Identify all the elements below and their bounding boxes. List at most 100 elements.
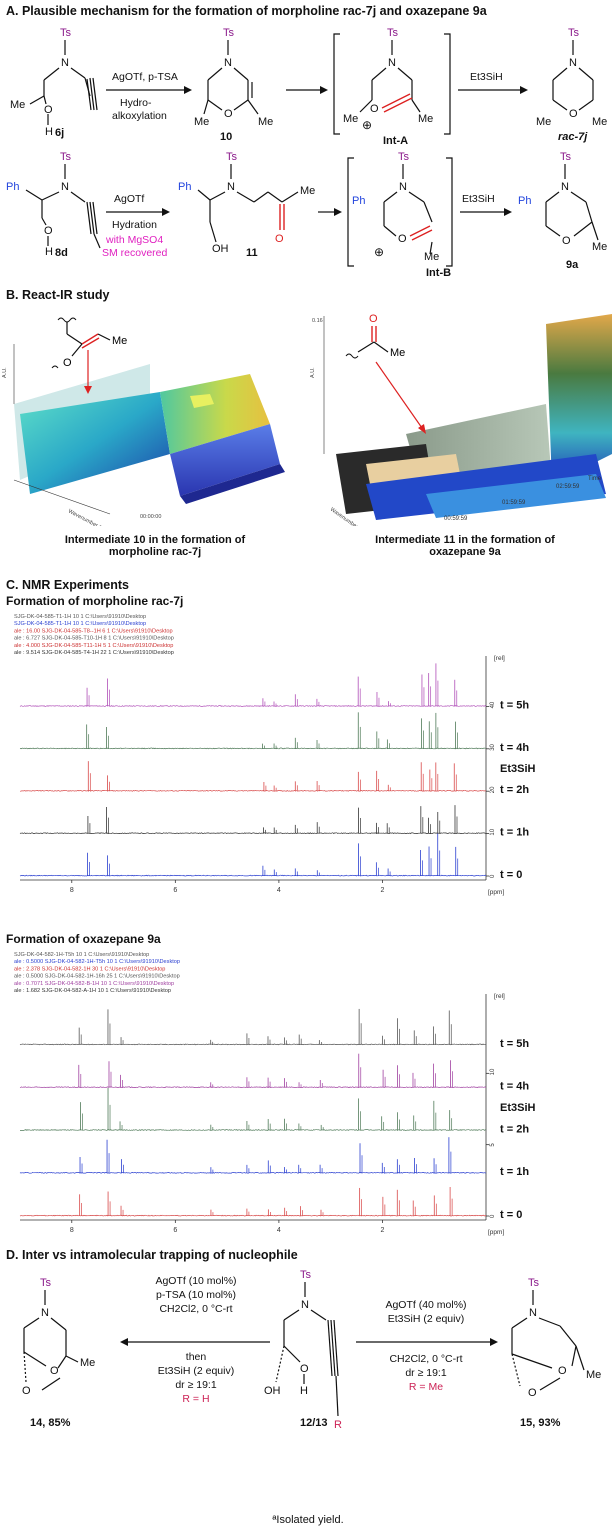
svg-text:Ph: Ph xyxy=(6,181,19,193)
nmr-legend-line: ale : 16.00 SJG-DK-04-585-T8--1H 6 1 C:\… xyxy=(14,628,173,634)
nmr-time-label: t = 4h xyxy=(500,742,529,754)
section-d-title: D. Inter vs intramolecular trapping of n… xyxy=(6,1248,298,1262)
svg-text:Ts: Ts xyxy=(560,151,572,163)
svg-text:N: N xyxy=(61,181,69,193)
svg-text:Ts: Ts xyxy=(387,27,399,39)
compound-8d: Ts N Ph O H 8d xyxy=(6,151,72,259)
nmr-trace xyxy=(19,874,487,877)
svg-text:Ts: Ts xyxy=(60,27,72,39)
ir-surface-right xyxy=(323,314,612,520)
compound-int-b: Ts N Ph O Me ⊕ Int-B xyxy=(347,151,453,279)
nmr-legend-line: ale : 6.727 SJG-DK-04-585-T10-1H 8 1 C:\… xyxy=(14,636,174,642)
ir-caption-left: Intermediate 10 in the formation of morph… xyxy=(64,534,246,558)
nmr-silane-label: Et3SiH xyxy=(500,763,536,775)
nmr-time-label: t = 0 xyxy=(500,869,522,881)
nmr-x-tick: 4 xyxy=(277,1227,281,1234)
svg-text:14, 85%: 14, 85% xyxy=(30,1417,71,1429)
nmr-time-label: t = 4h xyxy=(500,1081,529,1093)
nmr-legend-line: ale : 9.514 SJG-DK-04-585-T4-1H 22 1 C:\… xyxy=(14,650,174,656)
nmr-x-unit: [ppm] xyxy=(488,889,504,896)
nmr-panel1-title: Formation of morpholine rac-7j xyxy=(6,594,184,608)
svg-text:R = H: R = H xyxy=(182,1393,209,1405)
nmr-trace xyxy=(19,1171,487,1174)
svg-text:H: H xyxy=(45,246,53,258)
react-ir-right: A.U. 0.16 Wavenumber (cm-1) 00:59:59 01:… xyxy=(310,313,612,526)
svg-text:O: O xyxy=(44,104,53,116)
nmr-time-label: t = 1h xyxy=(500,827,529,839)
svg-text:N: N xyxy=(301,1299,309,1311)
compound-int-a: Ts N O Me Me ⊕ Int-A xyxy=(333,27,451,147)
svg-text:dr ≥ 19:1: dr ≥ 19:1 xyxy=(175,1379,217,1391)
svg-text:AgOTf: AgOTf xyxy=(114,193,144,205)
nmr-y-tick: 0 xyxy=(490,1214,496,1218)
svg-text:Ts: Ts xyxy=(528,1277,540,1289)
svg-text:N: N xyxy=(399,181,407,193)
svg-text:O: O xyxy=(370,103,379,115)
nmr-x-tick: 2 xyxy=(380,887,384,894)
svg-text:0.16: 0.16 xyxy=(312,318,323,324)
svg-text:Me: Me xyxy=(592,116,607,128)
svg-text:Ts: Ts xyxy=(60,151,72,163)
arrow-left-conditions: AgOTf (10 mol%) p-TSA (10 mol%) CH2Cl2, … xyxy=(120,1275,270,1405)
nmr-panel-oxazepane: SJG-DK-04-582-1H-T5h 10 1 C:\Users\91910… xyxy=(14,952,536,1236)
svg-text:O: O xyxy=(558,1365,567,1377)
nmr-legend-line: ale : 2.378 SJG-DK-04-582-1H 30 1 C:\Use… xyxy=(14,966,165,972)
nmr-x-tick: 2 xyxy=(380,1227,384,1234)
svg-text:H: H xyxy=(300,1385,308,1397)
svg-text:N: N xyxy=(561,181,569,193)
react-ir-left: A.U. Wavenumber (cm-1) 00:00:00 O Me xyxy=(2,317,285,526)
nmr-y-tick: 40 xyxy=(490,701,496,708)
nmr-y-tick: 30 xyxy=(490,743,496,750)
nmr-legend-line: ale : 0.7071 SJG-DK-04-582-B-1H 10 1 C:\… xyxy=(14,981,174,987)
nmr-time-label: t = 2h xyxy=(500,1123,529,1135)
svg-text:Me: Me xyxy=(112,335,127,347)
nmr-y-tick: 5 xyxy=(490,1143,496,1147)
svg-text:Ts: Ts xyxy=(40,1277,52,1289)
compound-15: Ts N O O Me 15, 93% xyxy=(520,1277,601,1429)
arrow-silane-2: Et3SiH xyxy=(460,193,512,216)
section-a-title: A. Plausible mechanism for the formation… xyxy=(6,4,487,18)
svg-text:A.U.: A.U. xyxy=(2,367,8,378)
svg-text:00:00:00: 00:00:00 xyxy=(140,514,161,520)
nmr-trace xyxy=(19,832,487,835)
svg-text:Me: Me xyxy=(418,113,433,125)
svg-text:00:59:59: 00:59:59 xyxy=(444,516,468,522)
svg-text:O: O xyxy=(569,108,578,120)
nmr-panel-morpholine: SJG-DK-04-585-T1-1H 10 1 C:\Users\91910\… xyxy=(14,614,536,896)
svg-text:Me: Me xyxy=(258,116,273,128)
svg-text:Ph: Ph xyxy=(178,181,191,193)
nmr-y-tick: 0 xyxy=(490,874,496,878)
svg-text:Me: Me xyxy=(592,241,607,253)
section-c-title: C. NMR Experiments xyxy=(6,578,129,592)
svg-text:O: O xyxy=(50,1365,59,1377)
compound-6j: Ts N O H Me 6j xyxy=(10,27,72,139)
nmr-trace xyxy=(19,747,487,750)
svg-text:Ph: Ph xyxy=(518,195,531,207)
nmr-legend-line: ale : 4.000 SJG-DK-04-585-T11-1H 5 1 C:\… xyxy=(14,643,173,649)
compound-10: Ts N O Me Me 10 xyxy=(194,27,273,143)
svg-text:Et3SiH: Et3SiH xyxy=(470,71,503,83)
svg-text:Ts: Ts xyxy=(226,151,238,163)
enol-ether-inset: O Me xyxy=(51,317,127,394)
svg-text:O: O xyxy=(63,357,72,369)
nmr-x-tick: 4 xyxy=(277,887,281,894)
ketone-inset: O Me xyxy=(345,313,426,434)
svg-text:Et3SiH: Et3SiH xyxy=(462,193,495,205)
nmr-y-unit: [rel] xyxy=(494,993,505,1000)
footnote: ªIsolated yield. xyxy=(272,1514,344,1526)
svg-text:Et3SiH (2 equiv): Et3SiH (2 equiv) xyxy=(388,1313,464,1325)
svg-text:8d: 8d xyxy=(55,247,68,259)
svg-text:11: 11 xyxy=(246,247,258,259)
svg-text:Me: Me xyxy=(343,113,358,125)
nmr-trace xyxy=(19,1214,487,1217)
svg-text:N: N xyxy=(227,181,235,193)
nmr-x-tick: 6 xyxy=(173,887,177,894)
nmr-trace xyxy=(19,1043,487,1046)
nmr-x-tick: 8 xyxy=(70,887,74,894)
svg-text:Hydro-: Hydro- xyxy=(120,97,152,109)
svg-text:p-TSA (10 mol%): p-TSA (10 mol%) xyxy=(156,1289,236,1301)
nmr-legend-line: ale : 1.682 SJG-DK-04-582-A-1H 10 1 C:\U… xyxy=(14,988,171,994)
svg-text:O: O xyxy=(44,225,53,237)
svg-text:with MgSO4: with MgSO4 xyxy=(105,234,163,246)
svg-text:N: N xyxy=(41,1307,49,1319)
